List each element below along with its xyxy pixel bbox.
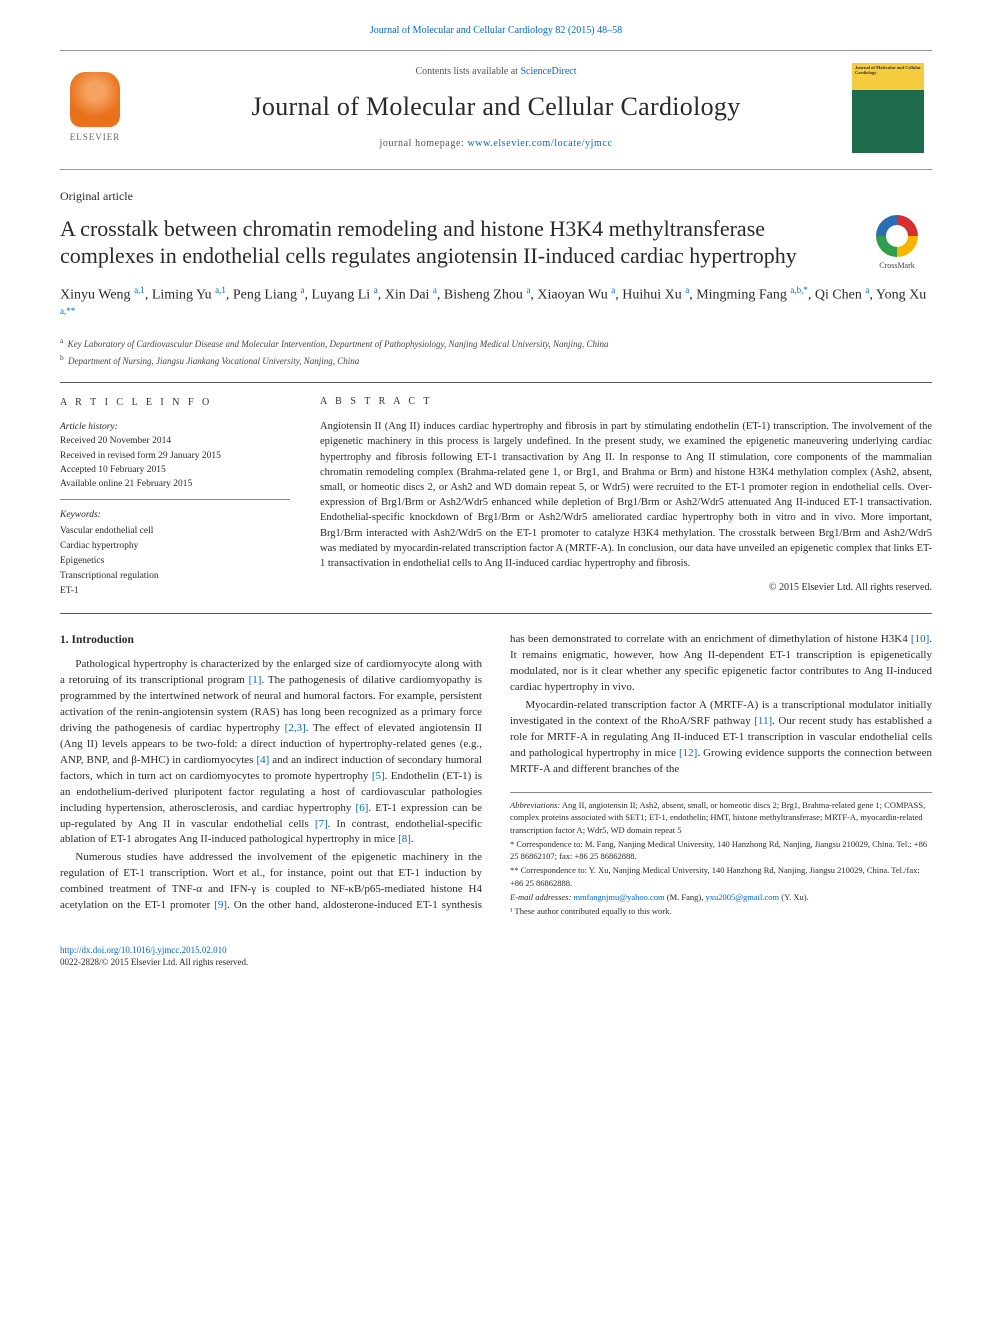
keyword-item: Epigenetics — [60, 554, 290, 569]
citation-link[interactable]: [12] — [679, 747, 697, 759]
rule-above-info — [60, 382, 932, 383]
history-received: Received 20 November 2014 — [60, 434, 290, 448]
keyword-item: Cardiac hypertrophy — [60, 539, 290, 554]
citation-link[interactable]: [10] — [911, 633, 929, 645]
title-row: A crosstalk between chromatin remodeling… — [60, 215, 932, 284]
masthead: ELSEVIER Contents lists available at Sci… — [60, 50, 932, 170]
citation-link[interactable]: [8] — [398, 833, 411, 845]
body-two-column: 1. Introduction Pathological hypertrophy… — [60, 632, 932, 917]
publisher-name: ELSEVIER — [70, 131, 121, 144]
authors-list: Xinyu Weng a,1, Liming Yu a,1, Peng Lian… — [60, 284, 932, 327]
cover-title-text: Journal of Molecular and Cellular Cardio… — [855, 66, 921, 76]
abstract-text: Angiotensin II (Ang II) induces cardiac … — [320, 419, 932, 571]
journal-ref-link[interactable]: Journal of Molecular and Cellular Cardio… — [370, 25, 622, 36]
publisher-logo: ELSEVIER — [60, 68, 130, 148]
footnotes-block: Abbreviations: Ang II, angiotensin II; A… — [510, 792, 932, 918]
issn-copyright: 0022-2828/© 2015 Elsevier Ltd. All right… — [60, 956, 248, 969]
masthead-center: Contents lists available at ScienceDirec… — [160, 65, 832, 151]
abstract-copyright: © 2015 Elsevier Ltd. All rights reserved… — [320, 581, 932, 595]
citation-link[interactable]: [11] — [754, 715, 772, 727]
article-type: Original article — [60, 188, 932, 205]
sciencedirect-link[interactable]: ScienceDirect — [520, 66, 576, 77]
keywords-block: Keywords: Vascular endothelial cell Card… — [60, 508, 290, 599]
footnote-equal: ¹ These author contributed equally to th… — [510, 905, 932, 917]
footnote-corr1: * Correspondence to: M. Fang, Nanjing Me… — [510, 838, 932, 863]
info-abstract-grid: A R T I C L E I N F O Article history: R… — [60, 395, 932, 599]
journal-name: Journal of Molecular and Cellular Cardio… — [160, 89, 832, 125]
footer-left: http://dx.doi.org/10.1016/j.yjmcc.2015.0… — [60, 944, 248, 969]
citation-link[interactable]: [4] — [256, 754, 269, 766]
abstract-heading: A B S T R A C T — [320, 395, 932, 409]
crossmark-icon — [876, 215, 918, 257]
citation-link[interactable]: [1] — [249, 674, 262, 686]
journal-cover-thumbnail: Journal of Molecular and Cellular Cardio… — [852, 63, 924, 153]
history-label: Article history: — [60, 420, 290, 434]
abstract-column: A B S T R A C T Angiotensin II (Ang II) … — [320, 395, 932, 599]
page-header-link: Journal of Molecular and Cellular Cardio… — [60, 24, 932, 38]
keyword-item: ET-1 — [60, 584, 290, 599]
affiliation-b: b Department of Nursing, Jiangsu Jiankan… — [60, 352, 932, 369]
homepage-label: journal homepage: — [379, 138, 467, 149]
contents-available-line: Contents lists available at ScienceDirec… — [160, 65, 832, 79]
journal-homepage-link[interactable]: www.elsevier.com/locate/yjmcc — [467, 138, 612, 149]
history-accepted: Accepted 10 February 2015 — [60, 463, 290, 477]
page-footer: http://dx.doi.org/10.1016/j.yjmcc.2015.0… — [60, 944, 932, 969]
article-info-column: A R T I C L E I N F O Article history: R… — [60, 395, 290, 599]
email-link[interactable]: mmfangnjmu@yahoo.com — [573, 892, 664, 902]
crossmark-label: CrossMark — [879, 260, 915, 271]
contents-label: Contents lists available at — [415, 66, 520, 77]
body-para-4: Myocardin-related transcription factor A… — [510, 698, 932, 778]
footnote-abbrev: Abbreviations: Ang II, angiotensin II; A… — [510, 799, 932, 836]
citation-link[interactable]: [5] — [372, 770, 385, 782]
history-revised: Received in revised form 29 January 2015 — [60, 449, 290, 463]
crossmark-icon-inner — [886, 225, 908, 247]
citation-link[interactable]: [7] — [315, 818, 328, 830]
elsevier-tree-icon — [70, 72, 120, 127]
body-para-1: Pathological hypertrophy is characterize… — [60, 657, 482, 848]
citation-link[interactable]: [9] — [214, 899, 227, 911]
keyword-item: Vascular endothelial cell — [60, 524, 290, 539]
history-online: Available online 21 February 2015 — [60, 477, 290, 491]
article-title: A crosstalk between chromatin remodeling… — [60, 215, 842, 270]
doi-link[interactable]: http://dx.doi.org/10.1016/j.yjmcc.2015.0… — [60, 945, 227, 955]
keywords-label: Keywords: — [60, 508, 290, 523]
affiliation-a: a Key Laboratory of Cardiovascular Disea… — [60, 335, 932, 352]
keyword-item: Transcriptional regulation — [60, 569, 290, 584]
citation-link[interactable]: [2,3] — [285, 722, 306, 734]
footnote-corr2: ** Correspondence to: Y. Xu, Nanjing Med… — [510, 864, 932, 889]
journal-homepage-line: journal homepage: www.elsevier.com/locat… — [160, 137, 832, 151]
footnote-emails: E-mail addresses: mmfangnjmu@yahoo.com (… — [510, 891, 932, 903]
email-link[interactable]: yxu2005@gmail.com — [705, 892, 779, 902]
affiliations: a Key Laboratory of Cardiovascular Disea… — [60, 335, 932, 368]
rule-below-abstract — [60, 613, 932, 614]
citation-link[interactable]: [6] — [356, 802, 369, 814]
article-history-block: Article history: Received 20 November 20… — [60, 420, 290, 500]
article-info-heading: A R T I C L E I N F O — [60, 395, 290, 410]
intro-heading: 1. Introduction — [60, 632, 482, 649]
crossmark-badge[interactable]: CrossMark — [862, 215, 932, 271]
